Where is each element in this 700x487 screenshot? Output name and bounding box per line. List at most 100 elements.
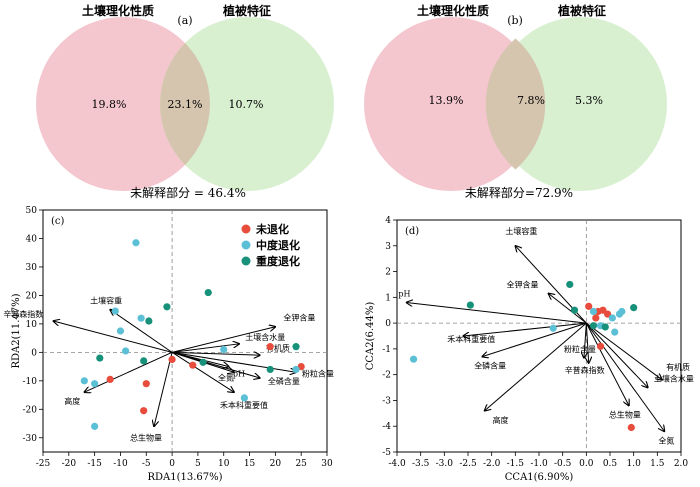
plot-c-x-tick-label: 30	[321, 459, 333, 469]
plot-d-panel-label: (d)	[405, 226, 419, 237]
plot-d-vector-label: 总生物量	[609, 410, 641, 420]
venn-b-left-only-value: 13.9%	[429, 94, 464, 107]
plot-c-point-moderate	[240, 394, 248, 402]
plot-d-point-undegraded	[585, 302, 593, 310]
plot-d-vector-arrow	[548, 293, 587, 324]
plot-d-x-axis-label: CCA1(6.90%)	[505, 472, 574, 483]
plot-c-vector-arrow	[171, 351, 229, 366]
plot-c-point-severe	[145, 317, 153, 325]
plot-d-y-tick-label: -5	[382, 448, 391, 458]
venn-b-overlap-value: 7.8%	[517, 94, 545, 107]
plot-c-x-tick-label: 0	[169, 459, 175, 469]
plot-c-y-tick-label: -30	[23, 434, 38, 444]
venn-a-unexplained: 未解释部分 = 46.4%	[130, 185, 246, 200]
cca-plot-d: -4.0 -3.5 -3.0 -2.5 -2.0 -1.5 -1.0 -0.5 0.0 0.5 1.…	[365, 216, 694, 483]
plot-c-vector-label: 土壤含水量	[245, 332, 285, 342]
plot-c-y-tick-label: 10	[26, 320, 38, 330]
plot-d-point-moderate	[549, 324, 557, 332]
venn-b-left-circle	[364, 17, 538, 191]
venn-a-left-circle	[36, 17, 210, 191]
plot-d-point-undegraded	[596, 342, 605, 350]
plot-c-vector-arrow	[171, 327, 275, 353]
venn-a-overlap	[160, 43, 210, 165]
venn-b-right-only-value: 5.3%	[575, 94, 603, 107]
plot-c-vector-arrow	[84, 351, 173, 392]
plot-d-point-severe	[570, 306, 579, 314]
plot-c-point-moderate	[220, 345, 228, 354]
plot-c-x-tick-label: -15	[87, 459, 102, 469]
plot-c-point-undegraded	[142, 380, 150, 388]
plot-c-x-tick-label: 5	[195, 459, 201, 469]
plot-c-vector-label: 总生物量	[130, 432, 162, 442]
plot-c-vector-label: 全钾含量	[283, 313, 315, 323]
plot-d-x-tick-label: -3.0	[436, 459, 454, 469]
plot-c-vector-label: pH	[233, 370, 245, 379]
plot-c-vector-label: 禾本科重要值	[220, 400, 268, 410]
plot-c-vector-arrow	[154, 352, 173, 426]
plot-c-vector-arrow	[171, 351, 234, 392]
plot-c-vector-arrow	[172, 344, 239, 353]
plot-d-y-tick-label: -3	[382, 396, 391, 406]
plot-d-vector-label: 土壤容重	[505, 226, 537, 236]
plot-c-y-tick-label: -20	[23, 405, 38, 415]
plot-d-point-moderate	[589, 307, 598, 316]
plot-d-x-tick-label: -2.5	[459, 459, 477, 469]
plot-c-y-tick-label: 20	[26, 291, 38, 301]
plot-d-y-tick-label: -1	[382, 345, 391, 355]
plot-c-y-tick-label: -10	[23, 377, 38, 387]
plot-c-x-tick-label: 20	[270, 459, 282, 469]
plot-c-panel-label: (c)	[51, 216, 65, 227]
plot-d-vector-label: 高度	[493, 415, 509, 425]
plot-c-y-tick-label: 50	[26, 206, 38, 216]
rda-plot-c: -25 -20 -15 -10 -5 0 5 10 15 20 25 30 -30 -20 -10 0 10 20…	[3, 206, 334, 483]
plot-c-vector-arrow	[53, 321, 173, 353]
plot-d-y-tick-label: 0	[385, 319, 391, 329]
plot-c-vector-arrow	[172, 351, 296, 372]
plot-c-y-tick-label: 40	[26, 234, 38, 244]
plot-c-y-tick-label: 30	[26, 263, 38, 273]
plot-d-vector-arrow	[585, 322, 664, 431]
plot-c-point-severe	[292, 343, 300, 351]
legend-swatch-undegraded	[241, 224, 251, 234]
plot-c-point-severe	[199, 358, 207, 366]
venn-b-right-title: 植被特征	[557, 3, 606, 18]
legend-swatch-severe	[241, 256, 251, 266]
plot-c-point-moderate	[122, 347, 130, 355]
plot-d-vector-label: 全氮	[658, 435, 674, 445]
plot-d-x-tick-label: -3.5	[412, 459, 430, 469]
venn-panel-b: 土壤理化性质 (b) 植被特征 13.9% 7.8% 5.3% 未解释部分=72…	[364, 3, 667, 200]
plot-d-x-tick-label: 1.5	[650, 459, 665, 469]
plot-d-x-tick-label: 2.0	[674, 459, 689, 469]
plot-c-vector-label: 粉粒含量	[302, 368, 334, 378]
plot-d-vector-arrow	[586, 322, 662, 380]
plot-c-point-undegraded	[106, 375, 114, 383]
plot-c-point-moderate	[111, 307, 119, 315]
plot-d-vector-arrow	[584, 323, 586, 358]
venn-a-right-circle	[160, 17, 334, 191]
plot-d-y-tick-label: -4	[382, 422, 391, 432]
venn-a-right-title: 植被特征	[222, 3, 271, 18]
plot-c-frame	[42, 209, 328, 453]
venn-b-overlap	[485, 38, 546, 170]
venn-b-right-circle	[493, 17, 667, 191]
legend-label-moderate: 中度退化	[256, 238, 300, 252]
plot-d-y-tick-label: 4	[385, 216, 391, 226]
plot-d-vector-label: 土壤含水量	[654, 374, 694, 384]
plot-d-x-tick-label: 0.0	[579, 459, 594, 469]
plot-c-point-moderate	[91, 422, 99, 430]
venn-b-panel-label: (b)	[507, 14, 523, 27]
plot-c-point-severe	[140, 357, 148, 365]
plot-c-vector-arrow	[172, 352, 260, 355]
plot-d-vector-arrow	[585, 322, 629, 405]
plot-d-y-tick-label: 3	[385, 242, 391, 252]
legend-label-undegraded: 未退化	[255, 222, 289, 236]
plot-c-vector-arrow	[110, 310, 173, 353]
plot-c-point-moderate	[292, 365, 300, 374]
plot-d-x-tick-label: -2.0	[483, 459, 501, 469]
plot-d-vector-arrow	[406, 302, 587, 324]
venn-a-left-only-value: 19.8%	[92, 98, 127, 111]
plot-d-x-tick-label: -0.5	[554, 459, 572, 469]
plot-d-vector-arrow	[586, 323, 588, 363]
plot-c-vector-label: 全氮	[218, 372, 234, 382]
plot-c-x-tick-label: 10	[218, 459, 230, 469]
